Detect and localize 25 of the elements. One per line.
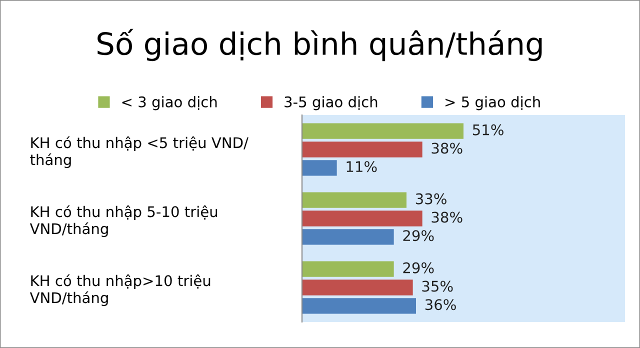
data-label: 33% xyxy=(416,193,446,204)
bar xyxy=(302,261,394,277)
data-label: 29% xyxy=(403,230,434,242)
data-label: 35% xyxy=(422,280,453,292)
bar xyxy=(302,280,413,296)
chart-title: Số giao dịch bình quân/tháng xyxy=(98,28,542,62)
y-tick-label: KH có thu nhập <5 triệu VND/ tháng xyxy=(30,136,248,168)
bar xyxy=(302,160,337,176)
bar xyxy=(302,298,416,314)
bar xyxy=(302,229,394,245)
data-label: 11% xyxy=(346,161,377,172)
bar xyxy=(302,192,406,208)
data-label: 51% xyxy=(472,124,504,136)
legend-label: < 3 giao dịch xyxy=(122,96,217,110)
data-label: 38% xyxy=(432,142,462,154)
y-tick-label: KH có thu nhập>10 triệu VND/tháng xyxy=(30,274,210,306)
y-tick-label: KH có thu nhập 5-10 triệu VND/tháng xyxy=(30,205,218,238)
bar xyxy=(302,142,422,158)
bar xyxy=(302,123,464,139)
bar xyxy=(302,210,422,226)
legend-label: > 5 giao dịch xyxy=(446,96,540,110)
data-label: 29% xyxy=(403,262,434,274)
data-label: 38% xyxy=(432,212,462,223)
data-label: 36% xyxy=(425,299,456,310)
legend-label: 3-5 giao dịch xyxy=(284,96,378,110)
